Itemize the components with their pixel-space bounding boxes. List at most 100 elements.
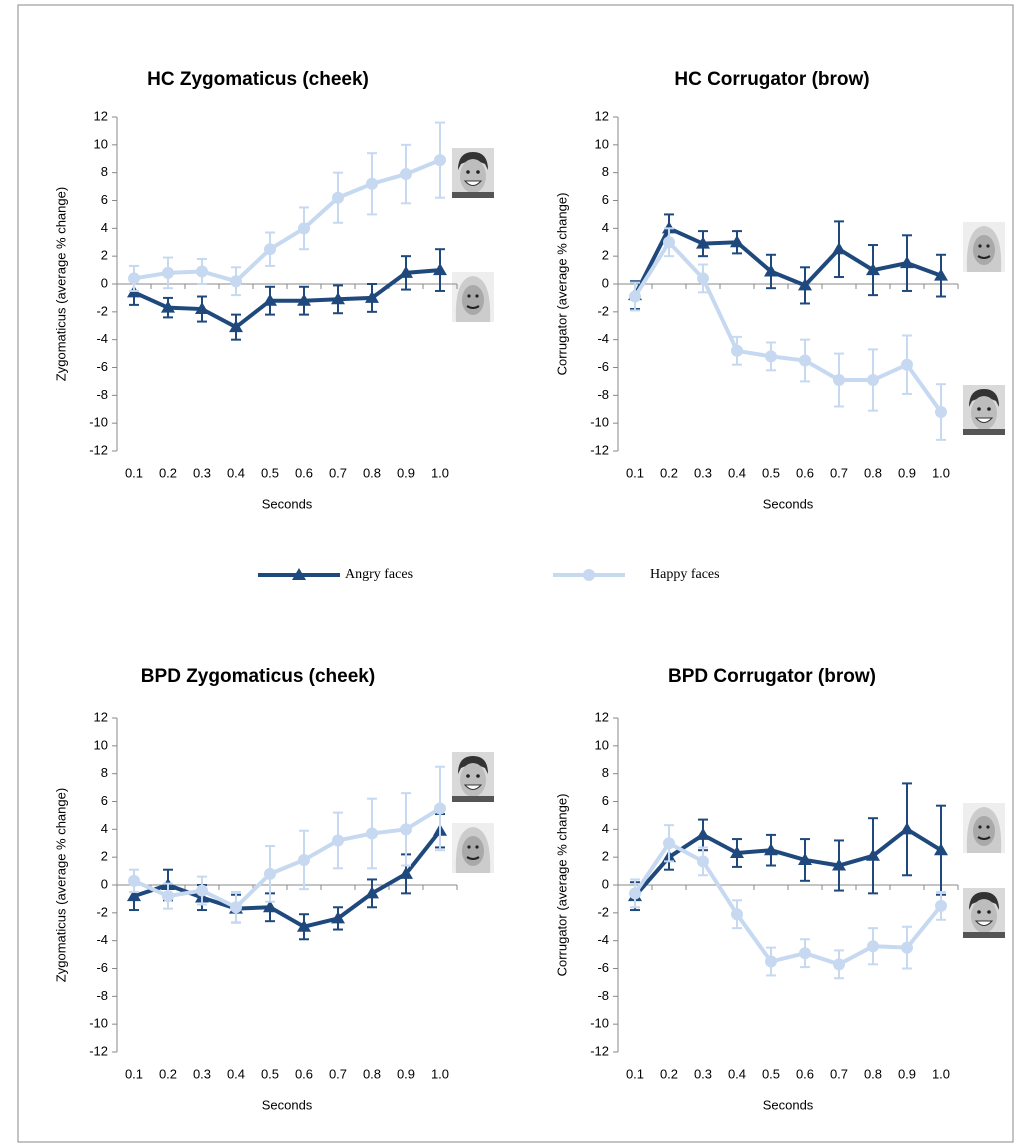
x-tick-label: 0.9: [898, 465, 916, 480]
x-tick-label: 0.2: [660, 1066, 678, 1081]
marker: [663, 236, 675, 248]
y-tick-label: 4: [602, 821, 609, 836]
x-tick-label: 0.1: [125, 465, 143, 480]
x-tick-label: 0.1: [125, 1066, 143, 1081]
y-tick-label: 6: [602, 793, 609, 808]
y-tick-label: 10: [94, 737, 108, 752]
frame: [18, 5, 1013, 1142]
x-tick-label: 0.2: [159, 465, 177, 480]
y-tick-label: 8: [101, 164, 108, 179]
marker: [162, 267, 174, 279]
y-tick-label: -10: [89, 1016, 108, 1031]
x-tick-label: 0.5: [762, 465, 780, 480]
face-image: [452, 272, 494, 322]
x-tick-label: 0.3: [694, 1066, 712, 1081]
y-tick-label: -4: [96, 331, 108, 346]
x-tick-label: 0.6: [295, 465, 313, 480]
y-axis-label: Zygomaticus (average % change): [53, 187, 68, 381]
figure: HC Zygomaticus (cheek)-12-10-8-6-4-20246…: [0, 0, 1016, 1143]
face-image: [452, 823, 494, 873]
marker: [434, 802, 446, 814]
y-tick-label: 4: [602, 220, 609, 235]
y-tick-label: -4: [597, 331, 609, 346]
marker: [196, 885, 208, 897]
marker: [629, 291, 641, 303]
x-tick-label: 0.1: [626, 465, 644, 480]
y-tick-label: -6: [597, 960, 609, 975]
x-tick-label: 0.9: [397, 465, 415, 480]
series-line: [635, 242, 941, 412]
marker: [833, 958, 845, 970]
x-tick-label: 0.8: [363, 1066, 381, 1081]
y-tick-label: 6: [101, 192, 108, 207]
x-tick-label: 0.4: [227, 465, 245, 480]
face-image: [963, 222, 1005, 272]
y-tick-label: 8: [101, 765, 108, 780]
y-tick-label: 10: [94, 136, 108, 151]
x-tick-label: 0.9: [397, 1066, 415, 1081]
y-tick-label: 2: [101, 849, 108, 864]
x-tick-label: 0.5: [261, 1066, 279, 1081]
y-tick-label: 12: [595, 709, 609, 724]
y-tick-label: -2: [96, 904, 108, 919]
marker: [230, 901, 242, 913]
x-tick-label: 0.3: [193, 465, 211, 480]
x-tick-label: 0.8: [363, 465, 381, 480]
y-tick-label: 0: [602, 876, 609, 891]
x-tick-label: 0.2: [159, 1066, 177, 1081]
marker: [264, 243, 276, 255]
y-tick-label: 12: [94, 108, 108, 123]
x-tick-label: 0.1: [626, 1066, 644, 1081]
y-tick-label: 12: [94, 709, 108, 724]
y-tick-label: 2: [602, 248, 609, 263]
y-tick-label: -2: [597, 904, 609, 919]
x-tick-label: 1.0: [932, 1066, 950, 1081]
marker: [765, 350, 777, 362]
y-tick-label: -6: [96, 359, 108, 374]
y-tick-label: -12: [590, 442, 609, 457]
marker: [583, 569, 595, 581]
marker: [663, 837, 675, 849]
chart-title: BPD Corrugator (brow): [668, 666, 876, 687]
marker: [332, 834, 344, 846]
chart-title: BPD Zygomaticus (cheek): [141, 666, 375, 687]
marker: [832, 242, 846, 254]
marker: [400, 823, 412, 835]
marker: [901, 942, 913, 954]
chart-title: HC Zygomaticus (cheek): [147, 69, 369, 90]
x-tick-label: 0.6: [796, 465, 814, 480]
y-tick-label: -2: [96, 303, 108, 318]
y-axis-label: Corrugator (average % change): [554, 794, 569, 977]
x-tick-label: 0.2: [660, 465, 678, 480]
y-axis-label: Zygomaticus (average % change): [53, 788, 68, 982]
y-tick-label: 0: [101, 275, 108, 290]
series-line: [134, 831, 440, 927]
marker: [935, 406, 947, 418]
y-tick-label: -12: [89, 1043, 108, 1058]
x-tick-label: 0.4: [227, 1066, 245, 1081]
marker: [731, 345, 743, 357]
y-tick-label: -12: [590, 1043, 609, 1058]
x-tick-label: 0.6: [796, 1066, 814, 1081]
legend-text: Angry faces: [345, 567, 413, 582]
marker: [765, 956, 777, 968]
marker: [366, 828, 378, 840]
face-image: [963, 888, 1005, 938]
x-tick-label: 0.4: [728, 1066, 746, 1081]
y-tick-label: 12: [595, 108, 609, 123]
x-axis-label: Seconds: [262, 496, 313, 511]
marker: [697, 855, 709, 867]
marker: [332, 192, 344, 204]
y-tick-label: -12: [89, 442, 108, 457]
series-line: [134, 808, 440, 907]
marker: [833, 374, 845, 386]
marker: [264, 868, 276, 880]
marker: [867, 940, 879, 952]
x-tick-label: 0.7: [830, 1066, 848, 1081]
marker: [196, 265, 208, 277]
x-tick-label: 0.7: [830, 465, 848, 480]
x-axis-label: Seconds: [763, 1097, 814, 1112]
series-line: [134, 270, 440, 327]
y-tick-label: 10: [595, 136, 609, 151]
x-tick-label: 1.0: [431, 465, 449, 480]
